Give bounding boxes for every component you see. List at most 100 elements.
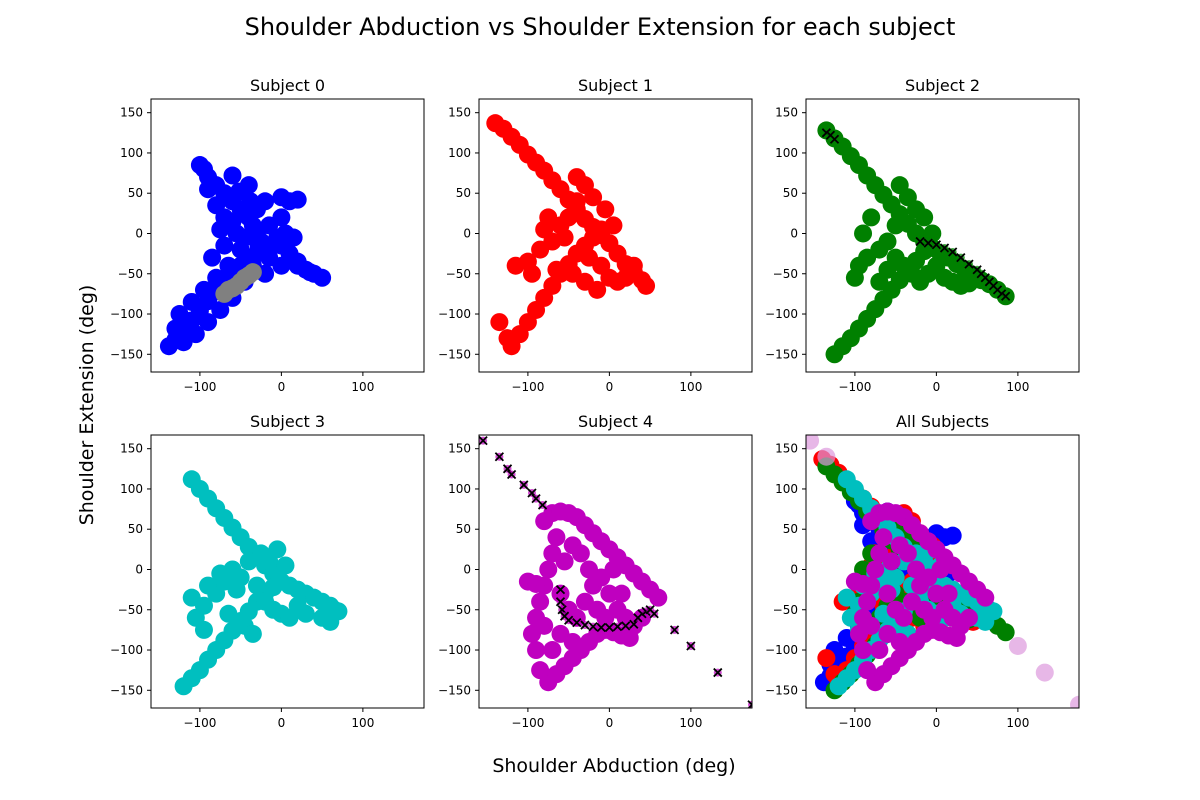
data-point	[996, 623, 1015, 642]
x-tick-label: 100	[679, 716, 702, 730]
data-point	[866, 560, 885, 579]
plot-area	[806, 435, 1079, 708]
subplot-1: Subject 1 −100 0 100 −150 −100 −50 0 50 100 150	[438, 76, 753, 394]
subplot-grid: Subject 0−100 0 100−150−100−50050100150Sub…	[110, 76, 1080, 730]
data-point	[890, 632, 909, 651]
data-point	[649, 588, 668, 607]
plot-area	[174, 470, 348, 696]
data-point	[519, 480, 529, 490]
data-point	[624, 256, 643, 275]
data-point	[939, 584, 958, 603]
x-tick-label: −100	[838, 380, 871, 394]
series-1	[821, 128, 1011, 301]
data-point	[194, 620, 213, 639]
data-point	[604, 216, 623, 235]
plot-area	[479, 436, 752, 708]
data-point	[527, 641, 546, 660]
axes-frame	[805, 98, 1080, 373]
data-point	[915, 208, 934, 227]
data-point	[915, 236, 925, 247]
data-point	[596, 622, 606, 633]
data-point	[898, 544, 917, 563]
data-point	[539, 560, 558, 579]
subplot-0: Subject 0 −100 0 100 −150 −100 −50 0 50 100 150	[110, 76, 425, 394]
data-point	[817, 447, 836, 466]
data-point	[584, 188, 603, 207]
data-point	[858, 248, 877, 267]
data-point	[923, 224, 942, 243]
data-point	[241, 192, 260, 211]
data-point	[878, 232, 897, 251]
data-point	[923, 608, 942, 627]
axes-frame	[805, 434, 1080, 709]
data-point	[870, 272, 889, 291]
data-point	[272, 188, 291, 207]
data-point	[870, 641, 889, 660]
y-tick-label: −100	[438, 307, 471, 321]
data-point	[243, 624, 262, 643]
x-tick-label: 100	[1006, 380, 1029, 394]
y-tick-label: 150	[448, 442, 471, 456]
subplot-title: Subject 2	[905, 76, 980, 95]
data-point	[604, 560, 623, 579]
data-point	[637, 276, 656, 295]
data-point	[555, 552, 574, 571]
data-point	[858, 592, 877, 611]
y-tick-label: −100	[110, 307, 143, 321]
series-0	[486, 114, 656, 356]
data-point	[572, 618, 582, 628]
y-tick-label: −100	[765, 307, 798, 321]
y-tick-label: 0	[790, 562, 798, 576]
x-tick-label: 0	[278, 716, 286, 730]
series-1	[215, 263, 262, 303]
x-tick-label: 0	[606, 716, 614, 730]
y-tick-label: 100	[448, 482, 471, 496]
data-point	[235, 228, 254, 247]
x-tick-label: −100	[511, 716, 544, 730]
data-point	[288, 190, 307, 209]
data-point	[215, 236, 234, 255]
x-tick-label: −100	[838, 716, 871, 730]
data-point	[506, 469, 517, 480]
series-5	[806, 435, 1079, 708]
x-tick-label: 0	[933, 380, 941, 394]
subplot-title: Subject 1	[578, 76, 653, 95]
y-tick-label: −150	[438, 347, 471, 361]
series-0	[159, 156, 332, 356]
y-tick-label: 100	[448, 146, 471, 160]
y-tick-label: −150	[110, 683, 143, 697]
data-point	[199, 313, 218, 332]
y-tick-label: 150	[120, 106, 143, 120]
data-point	[964, 259, 974, 269]
data-point	[1035, 663, 1054, 682]
data-point	[956, 253, 966, 263]
data-point	[555, 228, 574, 247]
y-tick-label: 50	[456, 186, 471, 200]
data-point	[959, 608, 978, 627]
data-point	[976, 588, 995, 607]
data-point	[215, 208, 234, 227]
data-point	[551, 584, 570, 603]
y-tick-label: −100	[765, 643, 798, 657]
data-point	[886, 248, 905, 267]
data-point	[923, 238, 933, 248]
data-point	[564, 615, 574, 625]
data-point	[325, 600, 344, 619]
data-point	[300, 263, 319, 282]
data-point	[563, 632, 582, 651]
data-point	[170, 305, 189, 324]
y-tick-label: 50	[128, 522, 143, 536]
plot-area	[817, 121, 1015, 364]
data-point	[537, 500, 548, 510]
subplot-title: Subject 4	[578, 412, 653, 431]
data-point	[194, 280, 213, 299]
axes-frame	[150, 434, 425, 709]
data-point	[571, 544, 590, 563]
x-tick-label: 100	[351, 716, 374, 730]
subplot-2: Subject 2 −100 0 100 −150 −100 −50 0 50 100 150	[765, 76, 1080, 394]
series-0	[817, 121, 1015, 364]
data-point	[268, 540, 287, 559]
data-point	[203, 248, 222, 267]
y-tick-label: −50	[118, 603, 143, 617]
data-point	[907, 560, 926, 579]
